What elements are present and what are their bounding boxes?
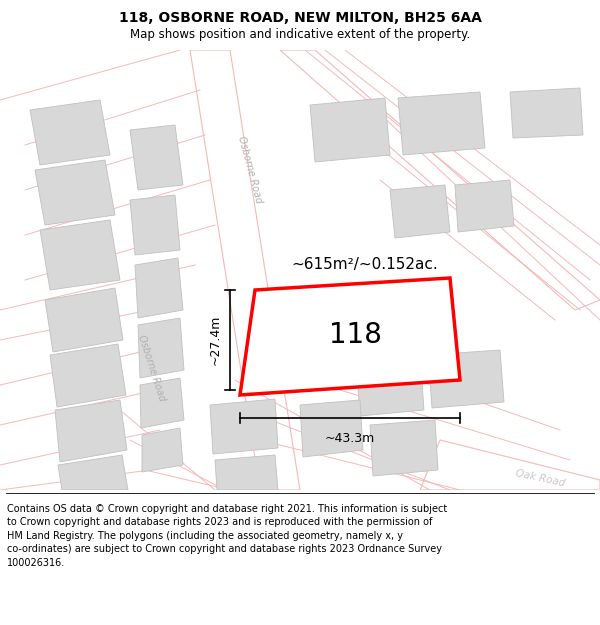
- Polygon shape: [142, 428, 183, 472]
- Polygon shape: [140, 378, 184, 428]
- Polygon shape: [300, 400, 363, 457]
- Text: Contains OS data © Crown copyright and database right 2021. This information is : Contains OS data © Crown copyright and d…: [7, 504, 448, 568]
- Polygon shape: [398, 92, 485, 155]
- Text: ~27.4m: ~27.4m: [209, 315, 222, 365]
- Polygon shape: [510, 88, 583, 138]
- Polygon shape: [55, 400, 127, 462]
- Polygon shape: [370, 420, 438, 476]
- Polygon shape: [280, 50, 600, 310]
- Text: ~43.3m: ~43.3m: [325, 432, 375, 445]
- Polygon shape: [210, 399, 278, 454]
- Polygon shape: [190, 50, 300, 490]
- Text: Osborne Road: Osborne Road: [236, 135, 264, 205]
- Polygon shape: [310, 98, 390, 162]
- Text: 118, OSBORNE ROAD, NEW MILTON, BH25 6AA: 118, OSBORNE ROAD, NEW MILTON, BH25 6AA: [119, 11, 481, 25]
- Polygon shape: [35, 160, 115, 225]
- Polygon shape: [356, 355, 424, 416]
- Polygon shape: [130, 195, 180, 255]
- Text: ~615m²/~0.152ac.: ~615m²/~0.152ac.: [292, 258, 439, 272]
- Text: Map shows position and indicative extent of the property.: Map shows position and indicative extent…: [130, 28, 470, 41]
- Polygon shape: [135, 258, 183, 318]
- Polygon shape: [40, 220, 120, 290]
- Polygon shape: [58, 455, 128, 490]
- Polygon shape: [215, 455, 278, 490]
- Polygon shape: [138, 318, 184, 378]
- Text: Oak Road: Oak Road: [514, 468, 566, 488]
- Polygon shape: [45, 288, 123, 352]
- Polygon shape: [130, 125, 183, 190]
- Text: 118: 118: [329, 321, 382, 349]
- Polygon shape: [240, 278, 460, 395]
- Polygon shape: [455, 180, 514, 232]
- Polygon shape: [428, 350, 504, 408]
- Polygon shape: [420, 440, 600, 490]
- Polygon shape: [50, 344, 126, 407]
- Polygon shape: [30, 100, 110, 165]
- Polygon shape: [390, 185, 450, 238]
- Text: Osborne Road: Osborne Road: [137, 334, 167, 402]
